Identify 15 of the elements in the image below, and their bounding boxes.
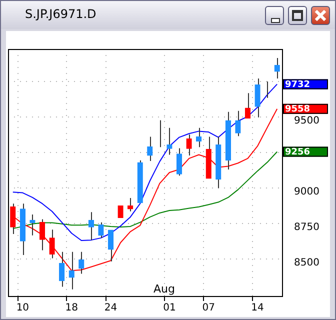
chart-title: S.JP.J6971.D <box>25 7 96 21</box>
x-tick-label: 01 <box>163 302 176 314</box>
y-tick-label: 9500 <box>294 116 320 127</box>
data-label: 9732 <box>285 80 310 90</box>
annotation: Aug <box>153 282 175 296</box>
x-tick-label: 10 <box>16 302 30 314</box>
y-tick-label: 8500 <box>294 258 320 269</box>
x-tick-label: 07 <box>202 302 215 314</box>
y-tick-label: 8750 <box>294 222 320 234</box>
x-tick-label: 14 <box>251 302 264 314</box>
y-tick-label: 9000 <box>294 186 320 198</box>
x-tick-label: 18 <box>65 302 78 314</box>
data-label: 9558 <box>285 104 310 115</box>
x-tick-label: 24 <box>104 302 118 314</box>
data-label: 9256 <box>285 148 310 158</box>
